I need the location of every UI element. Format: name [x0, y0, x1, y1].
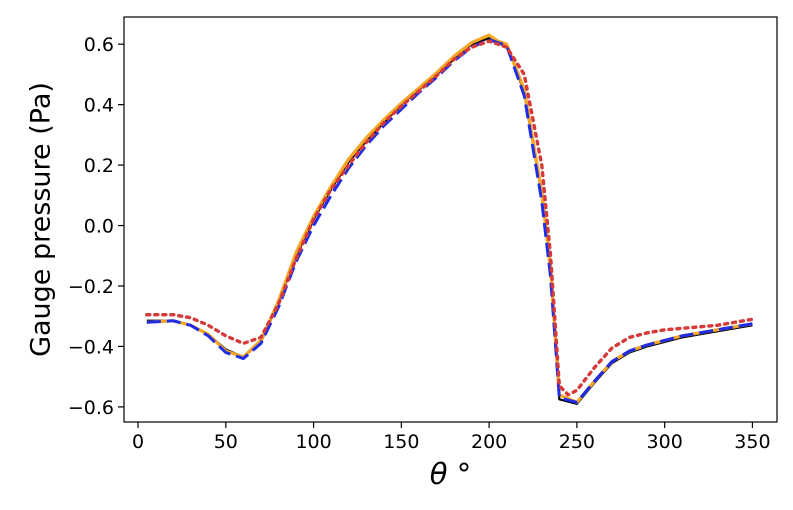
- x-tick-label: 100: [295, 431, 331, 453]
- plot-frame: [123, 16, 778, 423]
- x-axis-label: θ °: [430, 457, 471, 491]
- series-group: [145, 33, 755, 405]
- y-tick-label: 0.0: [84, 216, 114, 238]
- x-axis: 0 50 100 150 200 250 300 350: [132, 422, 771, 453]
- x-tick-label: 200: [471, 431, 507, 453]
- x-tick-label: 350: [734, 431, 770, 453]
- x-tick-label: 0: [132, 431, 144, 453]
- y-tick-label: 0.4: [84, 95, 114, 117]
- y-axis-label: Gauge pressure (Pa): [26, 82, 57, 357]
- y-tick-label: −0.2: [68, 276, 114, 298]
- x-tick-label: 300: [647, 431, 683, 453]
- series-line-1: [146, 37, 753, 405]
- y-axis: −0.6 −0.4 −0.2 0.0 0.2 0.4 0.6: [68, 34, 124, 419]
- y-tick-label: −0.4: [68, 336, 114, 358]
- series-line-3: [146, 38, 753, 404]
- y-tick-label: −0.6: [68, 397, 114, 419]
- series-line-4: [145, 39, 755, 397]
- y-tick-label: 0.2: [84, 155, 114, 177]
- y-tick-label: 0.6: [84, 34, 114, 56]
- x-tick-label: 250: [559, 431, 595, 453]
- x-tick-label: 50: [214, 431, 238, 453]
- series-line-2: [146, 33, 753, 404]
- x-tick-label: 150: [383, 431, 419, 453]
